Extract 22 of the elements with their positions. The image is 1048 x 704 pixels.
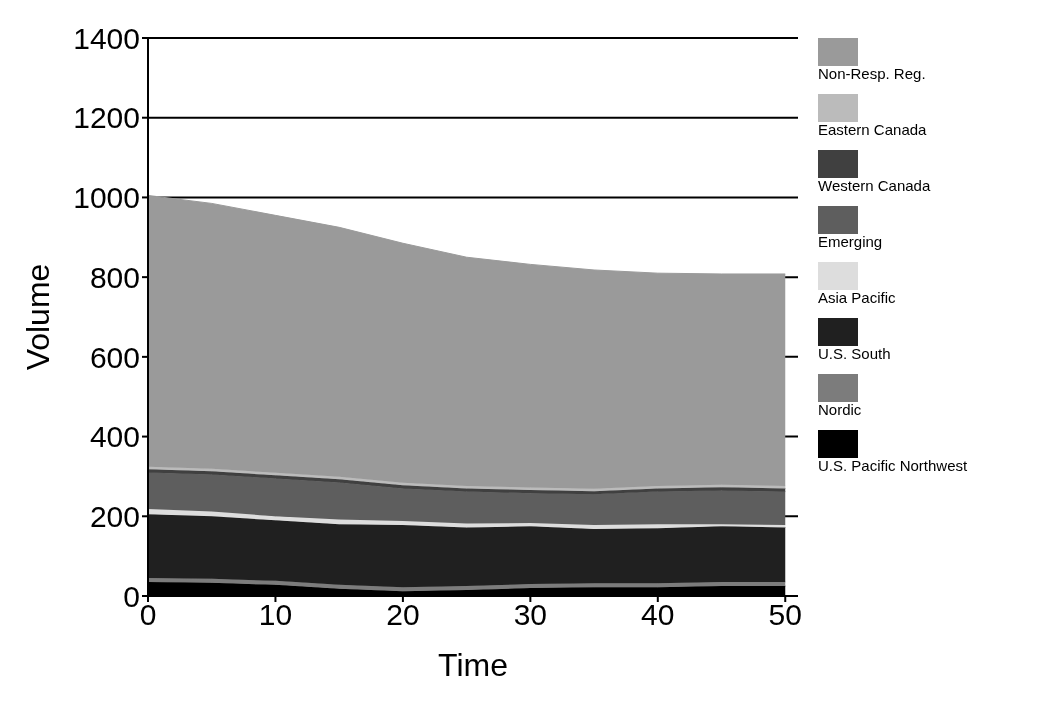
y-tick-label: 1400 (73, 21, 140, 55)
x-tick-label: 30 (513, 598, 548, 632)
legend-label: Western Canada (818, 177, 932, 194)
x-tick-label: 50 (768, 598, 802, 632)
y-tick-label: 600 (89, 340, 140, 374)
y-tick-label: 800 (89, 260, 140, 294)
x-tick-label: 20 (386, 598, 420, 632)
x-axis-title: Time (438, 647, 508, 683)
y-tick-label: 400 (89, 420, 140, 454)
y-tick-label: 1200 (73, 101, 140, 135)
legend-label: U.S. Pacific Northwest (818, 457, 969, 474)
legend-label: Nordic (818, 401, 863, 418)
y-tick-label: 1000 (73, 181, 140, 215)
x-tick-label: 40 (641, 598, 675, 632)
y-tick-label: 200 (89, 499, 140, 533)
legend-label: Asia Pacific (818, 289, 897, 306)
x-tick-label: 10 (258, 598, 293, 632)
y-axis-title: Volume (20, 263, 57, 371)
legend-label: Eastern Canada (818, 121, 928, 138)
legend-label: U.S. South (818, 345, 892, 362)
legend-label: Emerging (818, 233, 884, 250)
legend-label: Non-Resp. Reg. (818, 65, 927, 82)
